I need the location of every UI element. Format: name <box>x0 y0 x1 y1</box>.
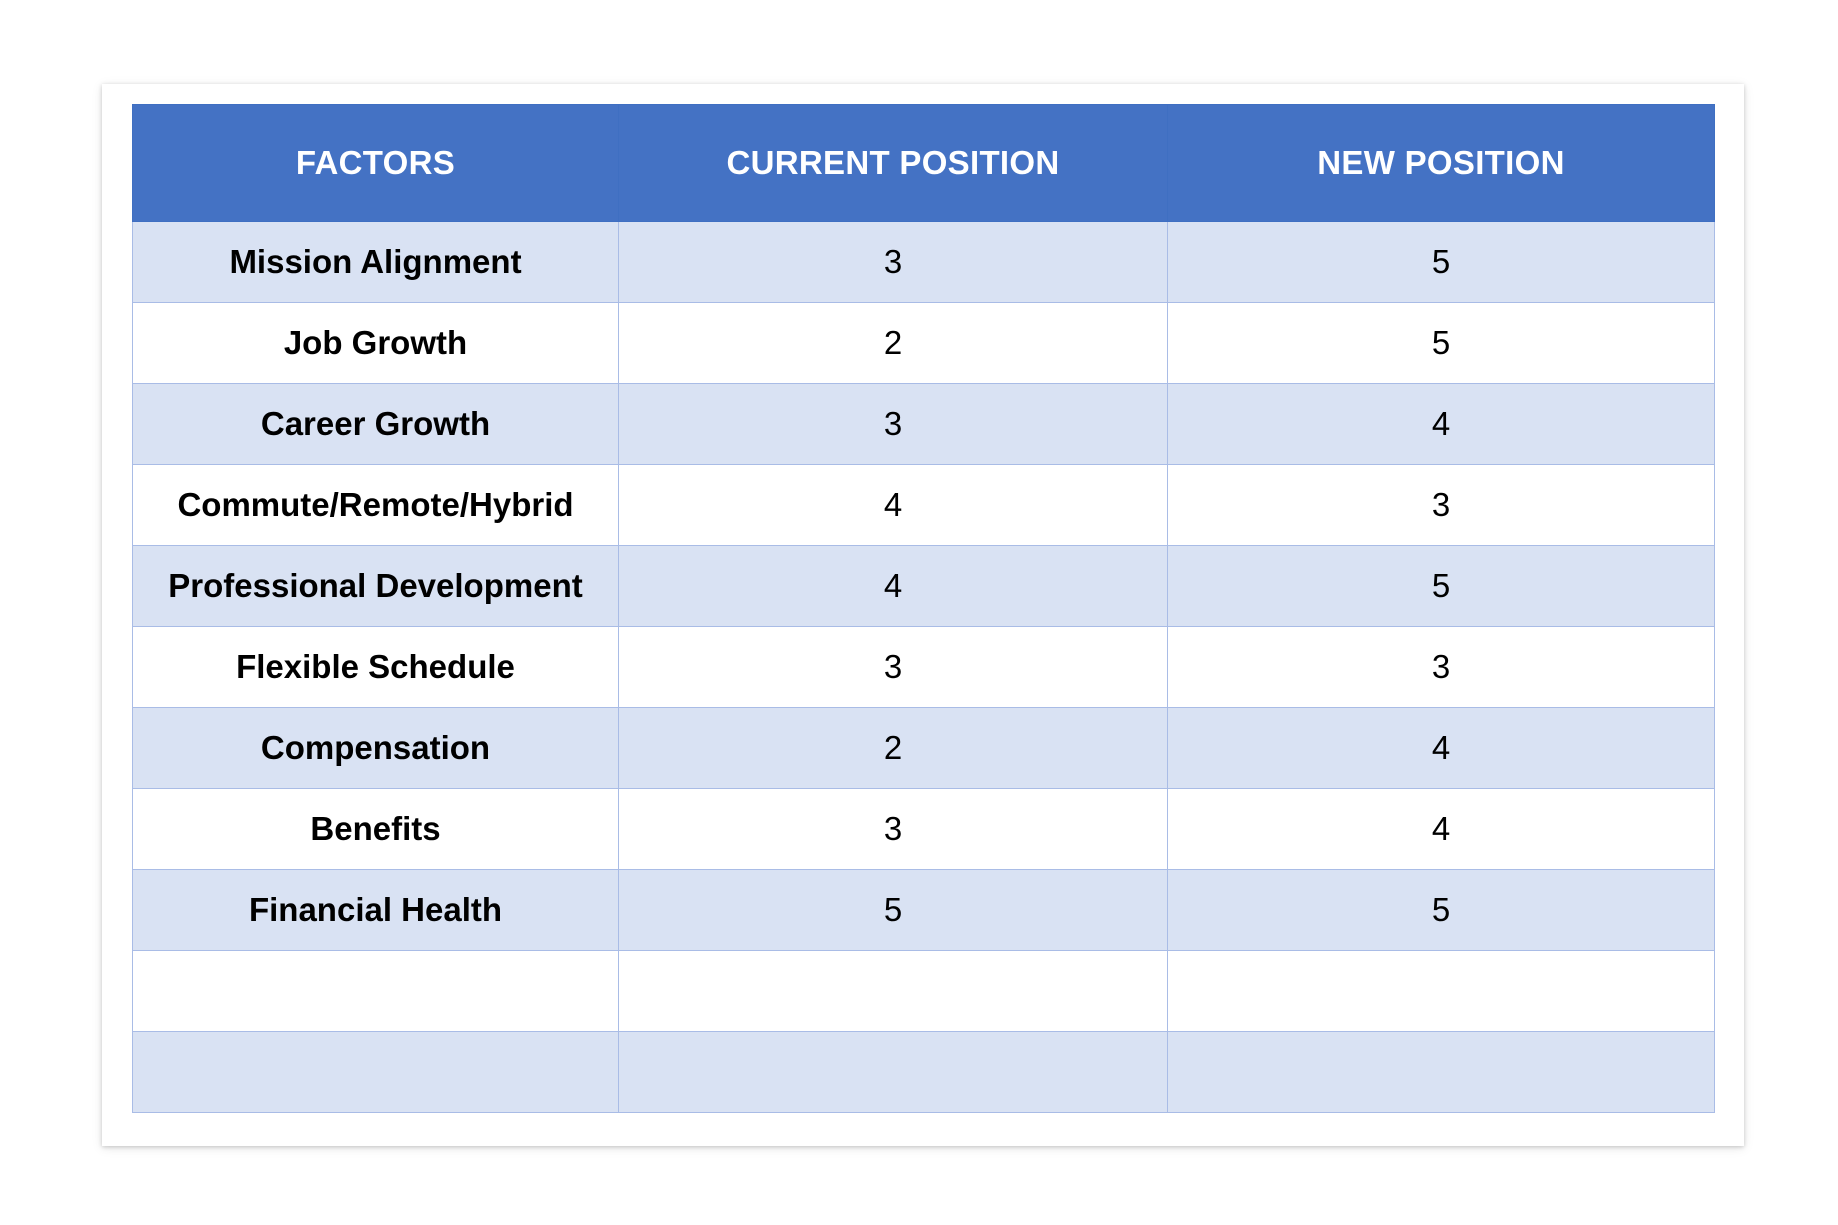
factor-cell: Mission Alignment <box>132 221 619 303</box>
current-score-cell: 3 <box>618 383 1168 465</box>
new-score-cell: 3 <box>1167 464 1715 546</box>
table-row: Flexible Schedule 3 3 <box>132 626 1715 708</box>
current-score-cell: 2 <box>618 302 1168 384</box>
factor-cell: Professional Development <box>132 545 619 627</box>
current-score-cell: 2 <box>618 707 1168 789</box>
factor-cell: Job Growth <box>132 302 619 384</box>
current-score-cell: 4 <box>618 464 1168 546</box>
table-row: Career Growth 3 4 <box>132 383 1715 465</box>
new-score-cell <box>1167 1031 1715 1113</box>
factor-cell <box>132 950 619 1032</box>
table-row: Professional Development 4 5 <box>132 545 1715 627</box>
table-row: Commute/Remote/Hybrid 4 3 <box>132 464 1715 546</box>
table-row: Job Growth 2 5 <box>132 302 1715 384</box>
empty-table-row <box>132 950 1715 1032</box>
table-row: Mission Alignment 3 5 <box>132 221 1715 303</box>
new-score-cell: 5 <box>1167 302 1715 384</box>
new-score-cell: 4 <box>1167 707 1715 789</box>
new-score-cell: 5 <box>1167 221 1715 303</box>
current-score-cell <box>618 1031 1168 1113</box>
header-factors: FACTORS <box>132 104 619 222</box>
table-row: Compensation 2 4 <box>132 707 1715 789</box>
table-row: Financial Health 5 5 <box>132 869 1715 951</box>
table-header-row: FACTORS CURRENT POSITION NEW POSITION <box>132 104 1715 222</box>
factor-cell: Financial Health <box>132 869 619 951</box>
factor-cell: Commute/Remote/Hybrid <box>132 464 619 546</box>
factor-cell: Benefits <box>132 788 619 870</box>
current-score-cell: 5 <box>618 869 1168 951</box>
factors-comparison-table: FACTORS CURRENT POSITION NEW POSITION Mi… <box>132 104 1715 1113</box>
empty-table-row <box>132 1031 1715 1113</box>
factor-cell <box>132 1031 619 1113</box>
new-score-cell: 4 <box>1167 383 1715 465</box>
current-score-cell: 3 <box>618 626 1168 708</box>
table-row: Benefits 3 4 <box>132 788 1715 870</box>
new-score-cell <box>1167 950 1715 1032</box>
new-score-cell: 5 <box>1167 545 1715 627</box>
current-score-cell: 3 <box>618 221 1168 303</box>
factor-cell: Flexible Schedule <box>132 626 619 708</box>
factor-cell: Career Growth <box>132 383 619 465</box>
header-new-position: NEW POSITION <box>1167 104 1715 222</box>
header-current-position: CURRENT POSITION <box>618 104 1168 222</box>
new-score-cell: 3 <box>1167 626 1715 708</box>
table-card: FACTORS CURRENT POSITION NEW POSITION Mi… <box>102 84 1744 1146</box>
current-score-cell: 3 <box>618 788 1168 870</box>
new-score-cell: 4 <box>1167 788 1715 870</box>
current-score-cell <box>618 950 1168 1032</box>
new-score-cell: 5 <box>1167 869 1715 951</box>
current-score-cell: 4 <box>618 545 1168 627</box>
factor-cell: Compensation <box>132 707 619 789</box>
